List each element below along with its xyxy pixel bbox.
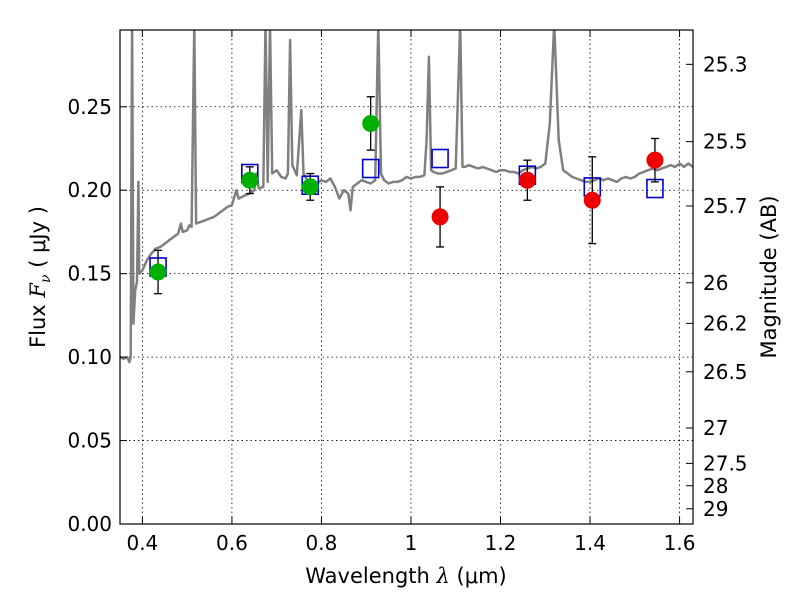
plot-frame — [119, 29, 694, 525]
x-tick-label: 0.8 — [306, 531, 338, 555]
y-tick-label: 0.15 — [67, 262, 112, 286]
model-square — [361, 158, 380, 179]
y2-axis-label: Magnitude (AB) — [757, 195, 781, 358]
x-tick-label: 1 — [405, 531, 418, 555]
y2-tick-label: 26 — [703, 271, 728, 295]
model-square — [431, 148, 449, 169]
tick-marks — [120, 30, 693, 525]
observed-red-point — [431, 208, 449, 226]
y2-tick-label: 25.3 — [703, 52, 748, 76]
x-tick-label: 1.6 — [664, 531, 696, 555]
observed-red-point — [583, 191, 601, 209]
y2-tick-label: 26.2 — [703, 311, 748, 335]
x-tick-label: 1.4 — [574, 531, 606, 555]
points-layer — [149, 96, 664, 295]
observed-red-point — [646, 151, 664, 169]
observed-green-point — [149, 263, 167, 281]
observed-green-point — [241, 171, 259, 189]
y-tick-label: 0.05 — [67, 429, 112, 453]
y2-tick-label: 27.5 — [703, 451, 748, 475]
tick-labels: 0.4 0.6 0.8 1 1.2 1.4 1.6 0.00 0.05 0.10 0.15 0.20 0… — [67, 52, 747, 555]
grid-lines — [120, 30, 693, 524]
spectrum-line — [120, 30, 693, 364]
x-axis-label: Wavelength λ (μm) — [305, 564, 506, 588]
y-tick-label: 0.25 — [67, 95, 112, 119]
x-tick-label: 0.4 — [126, 531, 158, 555]
y-tick-label: 0.10 — [67, 345, 112, 369]
x-tick-label: 1.2 — [485, 531, 517, 555]
y-tick-label: 0.20 — [67, 178, 112, 202]
y2-tick-label: 25.7 — [703, 194, 748, 218]
observed-red-point — [518, 171, 536, 189]
y2-tick-label: 27 — [703, 416, 728, 440]
y2-tick-label: 25.5 — [703, 130, 748, 154]
y2-tick-label: 26.5 — [703, 360, 748, 384]
x-tick-label: 0.6 — [216, 531, 248, 555]
y2-tick-label: 28 — [703, 474, 728, 498]
y2-axis-label-group: Magnitude (AB) — [757, 195, 781, 358]
y-tick-label: 0.00 — [67, 512, 112, 536]
y-axis-label-group: Flux Fν ( μJy ) — [26, 206, 54, 348]
observed-green-point — [301, 178, 319, 196]
observed-green-point — [362, 114, 380, 132]
y2-tick-label: 29 — [703, 497, 728, 521]
y-axis-label: Flux Fν ( μJy ) — [26, 206, 54, 348]
spectrum-layer — [120, 30, 693, 364]
